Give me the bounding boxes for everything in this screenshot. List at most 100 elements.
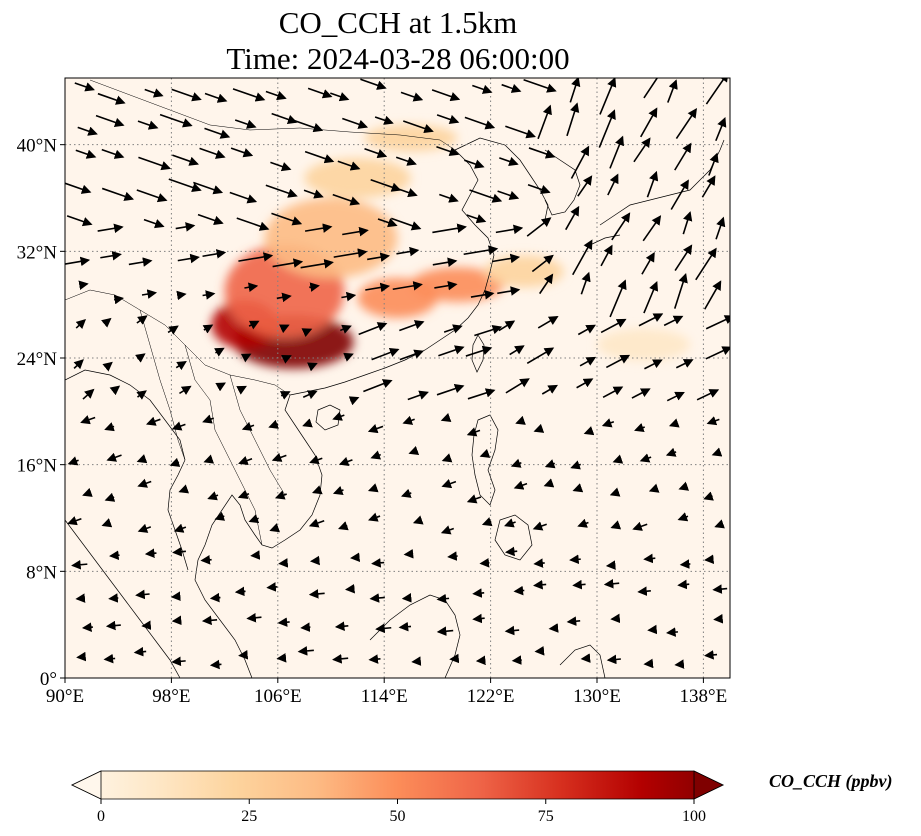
wind-arrow (215, 382, 227, 392)
wind-arrow (101, 518, 113, 528)
wind-arrow (268, 419, 279, 429)
wind-arrow (677, 512, 689, 522)
coastline-luzon (471, 414, 499, 506)
wind-arrow (602, 386, 624, 399)
wind-arrow (703, 491, 714, 501)
wind-arrow (214, 347, 225, 357)
wind-arrow (678, 481, 690, 491)
wind-arrow (715, 216, 726, 240)
wind-arrow (715, 117, 727, 142)
wind-arrow (663, 315, 684, 327)
wind-arrow (539, 273, 554, 295)
wind-arrow (577, 175, 593, 197)
wind-arrow (390, 217, 422, 231)
wind-arrow (103, 653, 116, 664)
wind-arrow (523, 78, 557, 93)
wind-arrow (128, 257, 153, 267)
wind-arrow (665, 447, 677, 457)
wind-arrow (569, 78, 581, 103)
wind-arrow (82, 487, 93, 497)
wind-arrow (572, 239, 593, 276)
wind-arrow (230, 147, 254, 158)
latitude-ticks: 0° 8°N 16°N 24°N 32°N 40°N (17, 136, 65, 690)
y-tick-label: 16°N (17, 456, 58, 477)
y-tick-label: 8°N (26, 562, 57, 583)
wind-arrow (565, 205, 580, 231)
wind-arrow (600, 244, 613, 267)
map-time-subtitle: Time: 2024-03-28 06:00:00 (226, 41, 570, 76)
wind-arrow (643, 78, 664, 99)
wind-arrow (297, 646, 314, 656)
wind-arrow (274, 490, 287, 500)
wind-arrow (400, 488, 412, 498)
colorbar-tick-label: 50 (390, 808, 406, 825)
wind-arrow (533, 423, 545, 433)
wind-arrow (332, 654, 349, 664)
wind-arrow (75, 149, 97, 159)
wind-arrow (632, 521, 648, 531)
map-title: CO_CCH at 1.5km (278, 5, 518, 40)
wind-arrow (75, 593, 86, 603)
wind-arrow (566, 102, 580, 137)
wind-arrow (271, 212, 303, 226)
wind-arrow (236, 385, 247, 395)
wind-arrow (204, 92, 228, 103)
wind-arrow (464, 159, 485, 169)
y-tick-label: 32°N (17, 242, 58, 263)
wind-arrow (102, 361, 113, 372)
wind-arrow (81, 622, 93, 632)
wind-arrow (505, 378, 530, 394)
coastline-korea (544, 149, 581, 216)
x-tick-label: 122°E (467, 686, 515, 707)
wind-arrow (497, 286, 521, 296)
wind-arrow (474, 325, 503, 337)
wind-arrow (377, 218, 398, 228)
wind-arrow (234, 119, 257, 129)
coastline-bohai (454, 137, 549, 221)
wind-arrow (392, 281, 423, 291)
wind-arrow (207, 491, 219, 501)
wind-arrow (265, 90, 287, 101)
wind-arrow (109, 385, 121, 396)
wind-arrow (674, 142, 692, 171)
wind-arrow (501, 83, 522, 93)
wind-arrow (265, 184, 298, 198)
wind-arrow (168, 178, 202, 193)
wind-arrow (199, 147, 226, 159)
wind-arrow (307, 362, 318, 372)
wind-arrow (108, 593, 119, 603)
wind-arrow (432, 223, 467, 234)
wind-arrow (73, 359, 84, 370)
wind-arrow (431, 89, 461, 102)
wind-arrow (541, 384, 558, 395)
colorbar-max-extend (693, 770, 724, 800)
wind-arrow (202, 414, 215, 424)
wind-arrow (369, 593, 385, 603)
wind-arrow (238, 650, 249, 660)
wind-arrow (543, 478, 555, 488)
wind-arrow (610, 520, 622, 530)
wind-arrow (76, 651, 87, 662)
wind-arrow (436, 626, 454, 636)
wind-arrow (583, 426, 595, 436)
wind-arrow (638, 313, 664, 327)
wind-arrow (396, 187, 418, 198)
wind-arrow (302, 418, 313, 428)
wind-arrow (398, 621, 412, 632)
wind-arrow (466, 494, 482, 504)
wind-arrow (399, 320, 425, 332)
wind-arrow (368, 654, 381, 664)
wind-arrow (531, 254, 554, 273)
wind-arrow (666, 627, 679, 637)
wind-arrow (675, 359, 694, 369)
wind-arrow (171, 656, 186, 667)
wind-arrow (639, 453, 652, 463)
wind-arrow (701, 175, 716, 198)
wind-arrow (135, 589, 150, 600)
wind-arrow (304, 223, 333, 233)
wind-arrow (466, 214, 487, 224)
wind-arrow (343, 352, 354, 362)
wind-arrow (172, 546, 186, 557)
wind-arrow (641, 251, 655, 275)
coastline-mindanao (494, 514, 533, 561)
